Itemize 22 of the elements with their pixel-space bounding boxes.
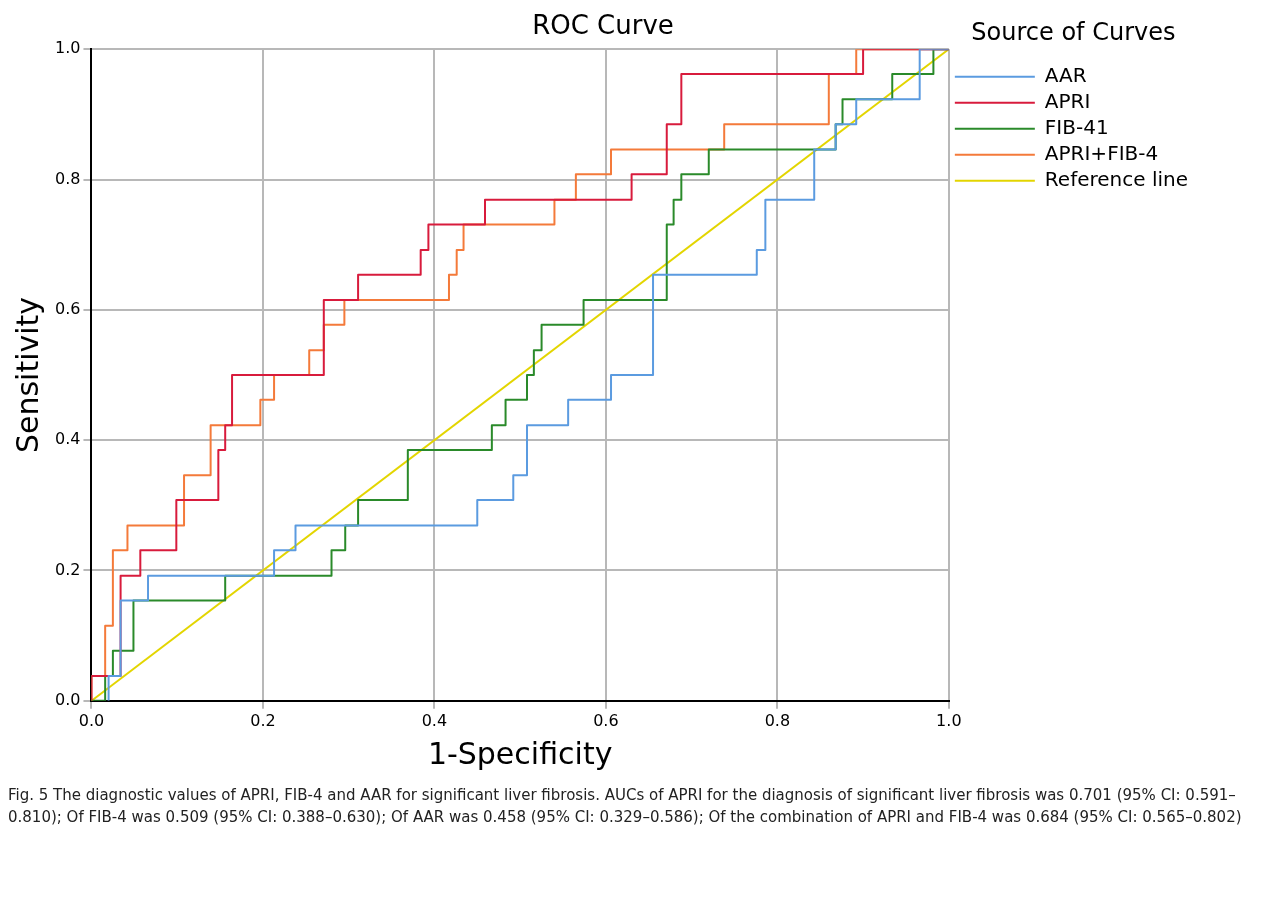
y-tick-label: 0.4 bbox=[54, 429, 81, 449]
y-tick-label: 0.6 bbox=[54, 299, 81, 318]
legend-label: FIB-41 bbox=[1044, 115, 1109, 139]
x-tick-label: 0.4 bbox=[421, 710, 448, 730]
chart-title: ROC Curve bbox=[532, 10, 674, 41]
y-tick-label: 0.0 bbox=[54, 689, 81, 709]
legend-label: APRI+FIB-4 bbox=[1044, 141, 1159, 165]
y-tick-label: 0.2 bbox=[54, 559, 81, 579]
legend-label: APRI bbox=[1044, 89, 1091, 113]
caption: Fig. 5 The diagnostic values of APRI, FIB-4 and AAR for significant liver fibrosis. AUCs of APRI for the diagnosis of significant liver fibrosis was 0.701 (95% CI: 0.591–0.810); Of FIB-4 was 0.509 (95% CI: 0.388–0.630); Of AAR was 0.458 (95% CI: 0.329–0.586); Of the combination of APRI and FIB-4 was 0.684 (95% CI: 0.565–0.802) bbox=[8, 785, 1243, 828]
legend-title: Source of Curves bbox=[971, 18, 1176, 47]
x-tick-label: 0.8 bbox=[764, 710, 791, 730]
y-tick-label: 0.8 bbox=[54, 168, 81, 188]
y-tick-label: 1.0 bbox=[54, 38, 81, 58]
legend-label: AAR bbox=[1044, 63, 1087, 87]
x-axis-title: 1-Specificity bbox=[427, 735, 613, 771]
x-tick-label: 0.6 bbox=[593, 710, 619, 730]
y-axis-title: Sensitivity bbox=[9, 296, 45, 454]
x-tick-label: 0.2 bbox=[250, 710, 276, 730]
legend-label: Reference line bbox=[1044, 167, 1189, 191]
x-tick-label: 1.0 bbox=[936, 710, 962, 730]
x-tick-label: 0.0 bbox=[78, 710, 105, 730]
